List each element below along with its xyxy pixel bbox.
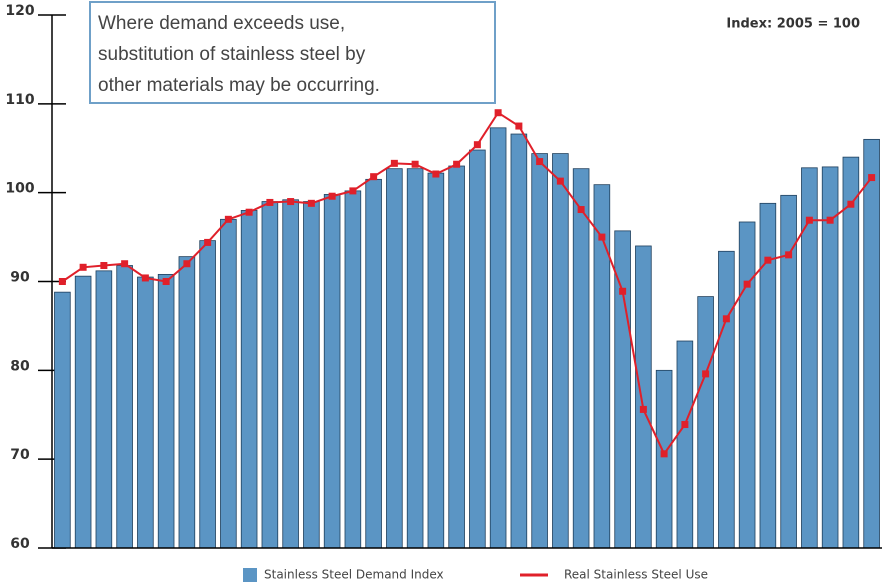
- marker: [577, 206, 585, 214]
- bar: [759, 202, 777, 549]
- bar: [178, 256, 196, 549]
- bar: [510, 133, 528, 549]
- bar: [427, 172, 445, 549]
- bar: [303, 201, 320, 549]
- marker: [473, 141, 481, 149]
- annotation-line: other materials may be occurring.: [98, 75, 380, 96]
- bar: [572, 168, 590, 549]
- bar: [655, 369, 673, 549]
- bar: [531, 153, 548, 549]
- marker: [432, 170, 440, 178]
- marker: [141, 274, 149, 282]
- bar: [469, 149, 486, 549]
- marker: [453, 160, 461, 168]
- marker: [224, 215, 232, 223]
- marker: [681, 421, 689, 429]
- marker: [868, 174, 876, 182]
- bar: [74, 275, 92, 549]
- marker: [307, 199, 315, 207]
- marker: [722, 315, 730, 323]
- y-tick-label: 60: [10, 536, 30, 552]
- marker: [494, 109, 502, 117]
- marker: [743, 280, 751, 288]
- y-tick-label: 100: [5, 181, 34, 197]
- marker: [370, 173, 378, 181]
- bar: [406, 168, 424, 549]
- marker: [58, 278, 66, 285]
- bar: [323, 194, 341, 549]
- marker: [266, 198, 274, 206]
- bar: [863, 138, 880, 549]
- marker: [349, 187, 357, 195]
- y-tick-label: 80: [10, 358, 30, 374]
- bar: [386, 168, 403, 549]
- marker: [245, 208, 253, 216]
- bar: [344, 190, 362, 549]
- y-tick-label: 120: [5, 3, 34, 19]
- marker: [702, 370, 710, 378]
- legend-label: Real Stainless Steel Use: [564, 568, 708, 582]
- bar: [801, 167, 818, 549]
- bar: [552, 153, 569, 549]
- bar: [282, 199, 299, 549]
- annotation-box: [89, 1, 496, 104]
- bar: [54, 291, 71, 549]
- marker: [411, 160, 419, 168]
- marker: [515, 122, 523, 130]
- annotation-line: substitution of stainless steel by: [98, 44, 366, 65]
- marker: [598, 233, 606, 241]
- marker: [390, 159, 398, 167]
- bar: [780, 194, 797, 549]
- marker: [162, 278, 170, 285]
- bar: [116, 265, 133, 549]
- marker: [639, 405, 647, 413]
- annotation-line: Where demand exceeds use,: [98, 13, 345, 34]
- bar: [635, 245, 652, 549]
- bar: [157, 273, 175, 549]
- bar: [738, 221, 756, 549]
- bar: [842, 156, 860, 549]
- marker: [556, 177, 564, 185]
- marker: [121, 260, 129, 268]
- bar: [261, 201, 279, 549]
- bar: [95, 270, 113, 549]
- bar: [448, 165, 465, 549]
- legend-label: Stainless Steel Demand Index: [264, 568, 444, 582]
- marker: [204, 238, 212, 246]
- marker: [785, 251, 793, 259]
- bar: [676, 340, 694, 549]
- marker: [79, 263, 87, 271]
- marker: [287, 198, 295, 206]
- legend-swatch: [243, 568, 257, 582]
- marker: [536, 158, 544, 166]
- bar: [220, 218, 237, 549]
- marker: [805, 216, 813, 224]
- marker: [826, 216, 834, 224]
- bar: [137, 276, 154, 549]
- marker: [764, 256, 772, 264]
- bar: [697, 296, 714, 549]
- index-note: Index: 2005 = 100: [726, 17, 860, 32]
- bar: [718, 250, 735, 549]
- bar: [489, 127, 507, 549]
- bar: [199, 240, 216, 549]
- marker: [847, 200, 855, 208]
- marker: [100, 262, 108, 270]
- marker: [328, 192, 336, 200]
- marker: [619, 287, 627, 295]
- y-tick-label: 70: [10, 447, 30, 463]
- bar: [365, 178, 382, 549]
- bar: [240, 210, 258, 549]
- y-tick-label: 110: [5, 92, 34, 108]
- line: [61, 111, 873, 456]
- y-tick-label: 90: [10, 270, 30, 286]
- bar: [821, 166, 839, 549]
- marker: [183, 260, 191, 268]
- marker: [660, 450, 668, 458]
